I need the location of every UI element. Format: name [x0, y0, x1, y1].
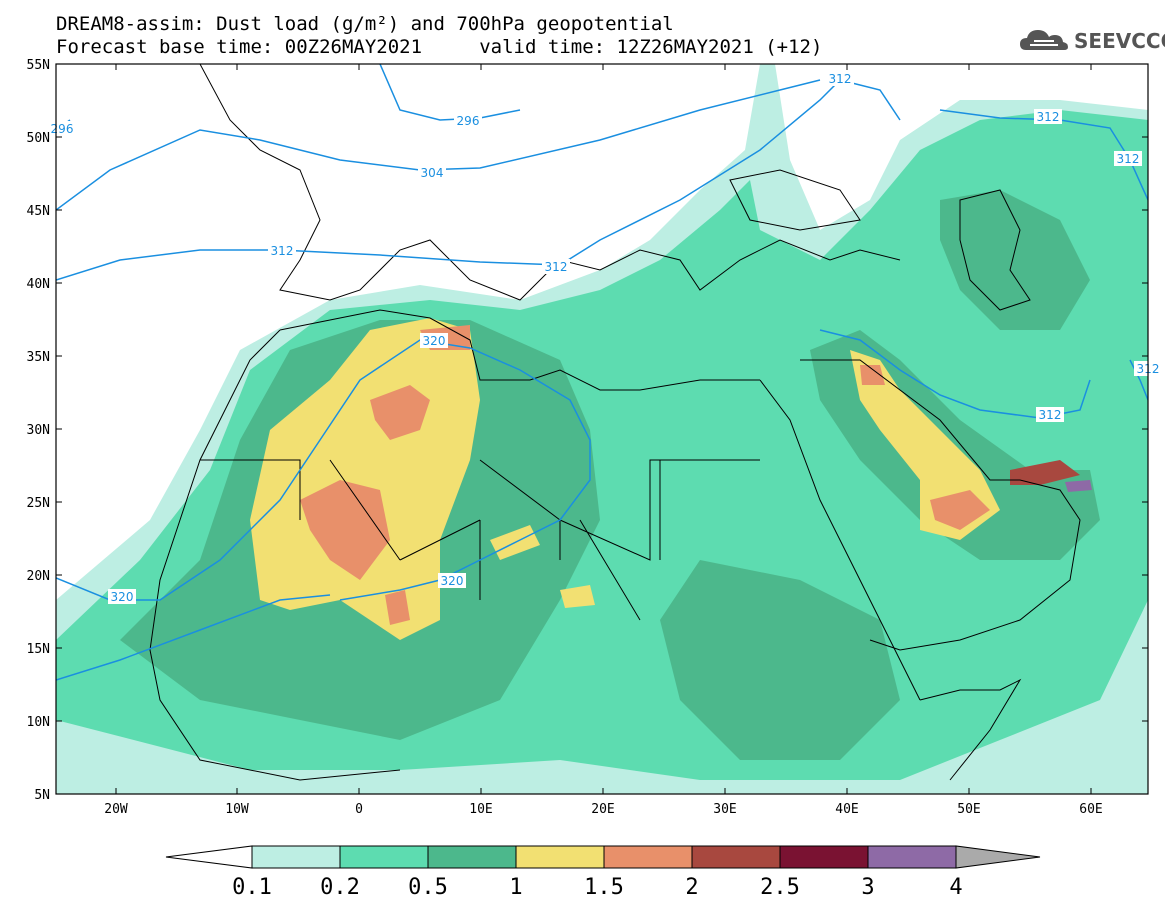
contour-label-bg — [108, 589, 136, 604]
arabia-coast — [800, 359, 1081, 651]
dust-field-1-5 — [300, 480, 390, 580]
colorbar-tick-label: 2 — [685, 875, 698, 900]
colorbar-arrow-left — [165, 845, 253, 869]
contour-label: 312 — [1039, 408, 1062, 422]
red-sea — [759, 379, 921, 701]
lon-label: 50E — [957, 802, 980, 817]
dust-fields — [56, 64, 1148, 794]
colorbar-tick-label: 0.1 — [232, 875, 272, 900]
contour-label: 320 — [423, 334, 446, 348]
lat-label: 20N — [27, 569, 50, 584]
colorbar-segment — [691, 845, 781, 869]
contour-label: 304 — [421, 166, 444, 180]
lat-label: 10N — [27, 715, 50, 730]
lon-label: 30E — [713, 802, 736, 817]
colorbar-tick-label: 2.5 — [760, 875, 800, 900]
seevccc-logo: SEEVCCC — [1018, 26, 1165, 56]
dust-field-1-5-niger — [385, 590, 410, 625]
lon-label: 20E — [591, 802, 614, 817]
colorbar-tick-label: 1 — [509, 875, 522, 900]
colorbar-segment — [339, 845, 429, 869]
colorbar-segment — [603, 845, 693, 869]
contour-320-south — [56, 594, 331, 681]
colorbar-segment — [427, 845, 517, 869]
colorbar-tick-label: 0.5 — [408, 875, 448, 900]
contour-320 — [56, 339, 591, 601]
contour-312-asia — [819, 329, 1091, 419]
lat-label: 15N — [27, 642, 50, 657]
contour-label: 312 — [271, 244, 294, 258]
dust-field-0-5-caspian — [940, 190, 1090, 330]
contour-label-bg — [48, 121, 76, 136]
colorbar-segment — [867, 845, 957, 869]
lat-label: 40N — [27, 277, 50, 292]
lon-label: 60E — [1079, 802, 1102, 817]
lat-label: 50N — [27, 131, 50, 146]
caspian-coast — [959, 189, 1031, 311]
colorbar-tick-label: 0.2 — [320, 875, 360, 900]
latitude-axis: 55N 50N 45N 40N 35N 30N 25N 20N 15N 10N 5N — [27, 58, 1148, 803]
map-subtitle: Forecast base time: 00Z26MAY2021 valid t… — [56, 36, 823, 58]
colorbar-tick-label: 3 — [861, 875, 874, 900]
contour-label-bg — [454, 113, 482, 128]
coastlines — [149, 64, 1081, 781]
colorbar-tick-label: 4 — [949, 875, 962, 900]
map-title: DREAM8-assim: Dust load (g/m²) and 700hP… — [56, 13, 674, 35]
contour-label-bg — [1114, 151, 1142, 166]
contour-label: 312 — [829, 72, 852, 86]
contour-label-bg — [268, 243, 296, 258]
contour-296-b — [379, 64, 521, 121]
lat-label: 55N — [27, 58, 50, 73]
contour-312-east — [939, 109, 1148, 201]
contour-label: 296 — [457, 114, 480, 128]
colorbar-arrow-right — [955, 845, 1041, 869]
colorbar-segment — [515, 845, 605, 869]
lon-label: 0 — [355, 802, 363, 817]
contour-label-bg — [420, 333, 448, 348]
dust-field-3 — [1065, 480, 1092, 492]
contour-label-bg — [1036, 407, 1064, 422]
dust-field-1-5-iraq — [860, 365, 885, 385]
lat-label: 30N — [27, 423, 50, 438]
lon-label: 10E — [469, 802, 492, 817]
contour-label: 312 — [1117, 152, 1140, 166]
colorbar-segment — [779, 845, 869, 869]
africa-north-coast — [279, 309, 760, 391]
logo-text: SEEVCCC — [1074, 29, 1165, 53]
longitude-axis: 20W 10W 0 10E 20E 30E 40E 50E 60E — [104, 64, 1103, 817]
colorbar: 0.1 0.2 0.5 1 1.5 2 2.5 3 4 — [165, 845, 1041, 900]
black-sea-coast — [729, 169, 861, 231]
lat-label: 35N — [27, 350, 50, 365]
contour-label: 312 — [1037, 110, 1060, 124]
contour-label-bg — [418, 165, 446, 180]
contour-31x — [1129, 359, 1148, 401]
somalia-coast — [919, 678, 1022, 781]
contour-label: 320 — [441, 574, 464, 588]
colorbar-segment — [251, 845, 341, 869]
lon-label: 10W — [225, 802, 249, 817]
contour-label: 320 — [111, 590, 134, 604]
contour-label: 312 — [545, 260, 568, 274]
cloud-logo-icon — [1020, 30, 1068, 50]
africa-west-coast — [149, 329, 401, 781]
contour-label-bg — [1034, 109, 1062, 124]
lat-label: 5N — [34, 788, 50, 803]
contour-label-bg — [542, 259, 570, 274]
lon-label: 20W — [104, 802, 128, 817]
lat-label: 45N — [27, 204, 50, 219]
colorbar-tick-label: 1.5 — [584, 875, 624, 900]
dust-field-2 — [1010, 460, 1080, 485]
lat-label: 25N — [27, 496, 50, 511]
dust-field-0-5-africa — [660, 560, 900, 760]
dust-field-1-5-north — [370, 385, 430, 440]
dust-field-1-sudan — [560, 585, 595, 608]
contour-label-bg — [438, 573, 466, 588]
lon-label: 40E — [835, 802, 858, 817]
contour-label-bg — [826, 71, 854, 86]
europe-coast — [199, 64, 901, 301]
dust-field-1-5-gulf — [930, 490, 990, 530]
contour-label: 296 — [51, 122, 74, 136]
